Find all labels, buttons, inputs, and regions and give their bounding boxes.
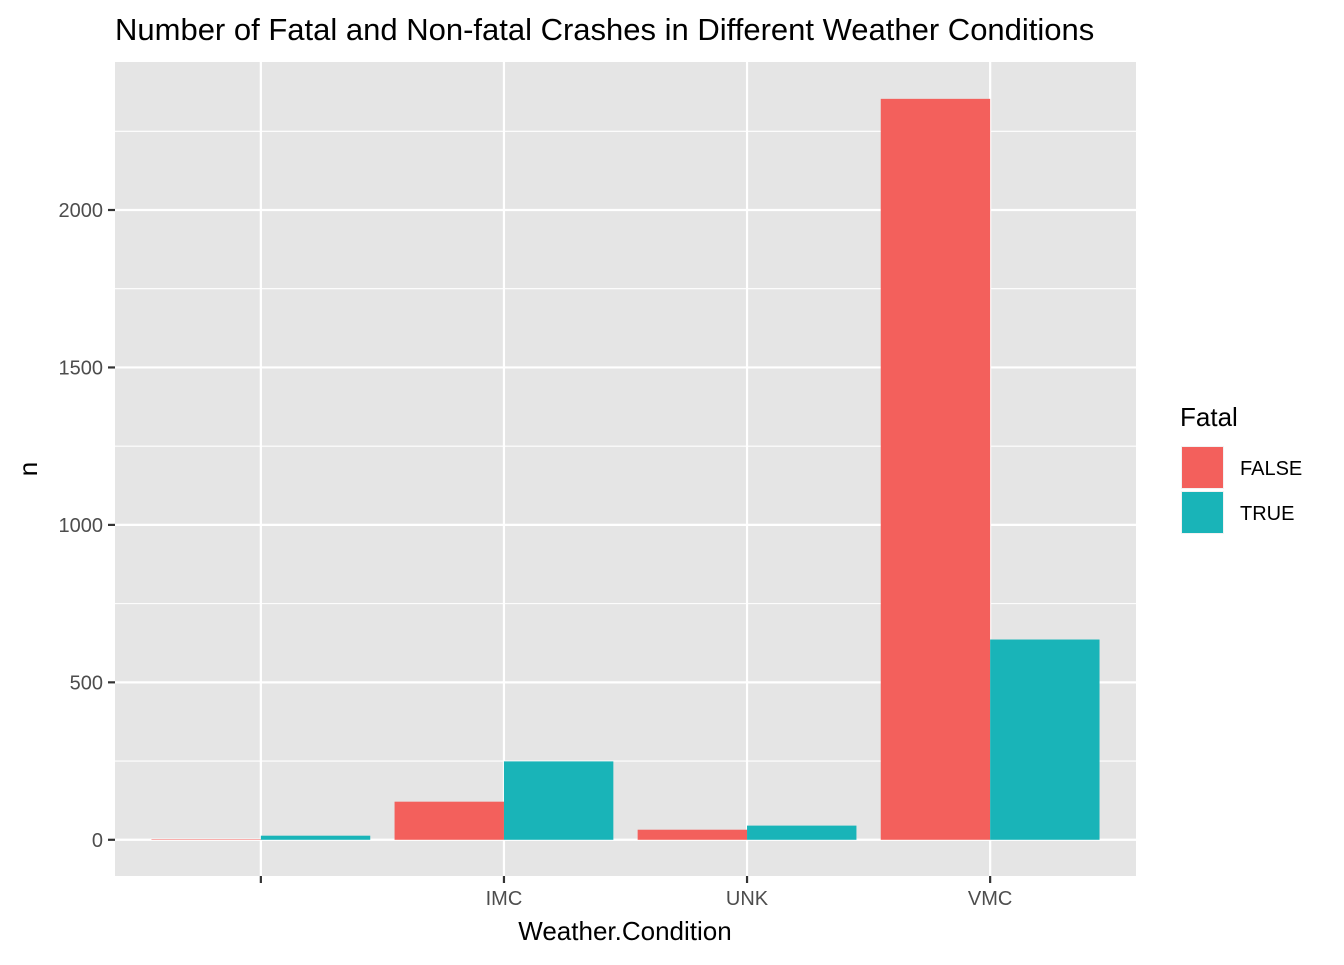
- legend-title: Fatal: [1180, 402, 1238, 432]
- bar-unk-true: [747, 825, 857, 840]
- x-tick-label: IMC: [486, 888, 523, 910]
- bar-imc-true: [503, 761, 614, 840]
- y-tick-label: 0: [92, 830, 103, 852]
- legend: Fatal FALSE TRUE: [1180, 402, 1302, 534]
- bars: [151, 98, 1100, 840]
- legend-label-false: FALSE: [1240, 458, 1302, 480]
- legend-swatch-true: [1182, 492, 1223, 533]
- bar-unk-false: [637, 829, 748, 840]
- y-tick-label: 1000: [59, 515, 104, 537]
- x-axis-title: Weather.Condition: [518, 916, 731, 946]
- chart-title: Number of Fatal and Non-fatal Crashes in…: [115, 12, 1094, 47]
- y-axis: 0 500 1000 1500 2000: [59, 200, 115, 852]
- y-tick-label: 500: [70, 672, 103, 694]
- y-tick-label: 2000: [59, 200, 104, 222]
- bar-blank-true: [260, 835, 371, 840]
- bar-blank-false: [151, 839, 261, 840]
- x-axis: IMC UNK VMC: [259, 876, 1012, 910]
- y-tick-label: 1500: [59, 357, 104, 379]
- y-axis-title: n: [13, 462, 43, 476]
- legend-label-true: TRUE: [1240, 503, 1294, 525]
- legend-swatch-false: [1182, 447, 1223, 488]
- bar-imc-false: [394, 801, 504, 840]
- legend-items: FALSE TRUE: [1181, 446, 1302, 534]
- bar-vmc-true: [990, 639, 1100, 840]
- bar-vmc-false: [880, 98, 991, 840]
- x-tick-label: UNK: [726, 888, 769, 910]
- x-tick-label: VMC: [968, 888, 1012, 910]
